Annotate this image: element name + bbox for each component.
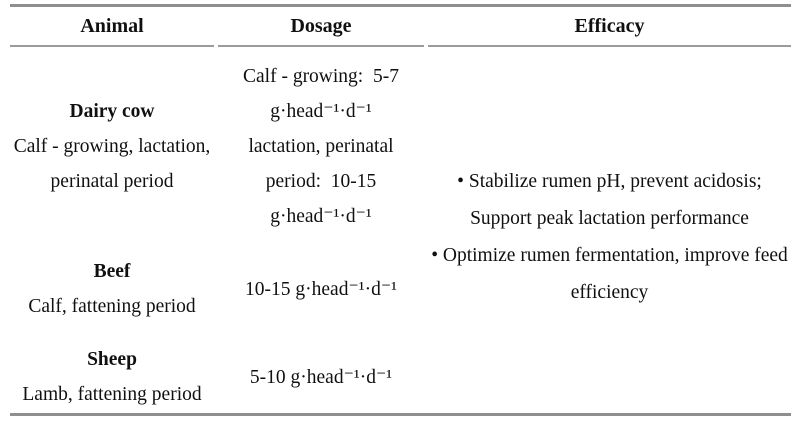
dosage-line: g·head⁻¹·d⁻¹ xyxy=(270,205,372,227)
dosage-line: Calf - growing: 5-7 xyxy=(243,65,399,87)
dosage-line: period: 10-15 xyxy=(265,170,377,192)
animal-detail-line: Lamb, fattening period xyxy=(22,384,202,405)
efficacy-wrap-line: Support peak lactation performance xyxy=(470,208,749,229)
dosage-line: 10-15 g·head⁻¹·d⁻¹ xyxy=(245,278,397,300)
animal-name: Beef xyxy=(93,261,131,282)
dosage-line: 5-10 g·head⁻¹·d⁻¹ xyxy=(249,366,393,388)
efficacy-bullet-line: • Optimize rumen fermentation, improve f… xyxy=(431,245,788,266)
dosage-efficacy-table: Animal Dosage Efficacy Dairy cow Calf - … xyxy=(10,4,791,416)
animal-cell-beef: Beef Calf, fattening period xyxy=(10,233,214,337)
animal-name: Dairy cow xyxy=(69,100,155,122)
dosage-cell-sheep: 5-10 g·head⁻¹·d⁻¹ xyxy=(218,337,424,413)
animal-detail-line: Calf - growing, lactation, xyxy=(13,135,211,157)
animal-name: Sheep xyxy=(87,349,137,370)
dosage-cell-dairy-cow: Calf - growing: 5-7 g·head⁻¹·d⁻¹ lactati… xyxy=(218,47,424,233)
dosage-line: lactation, perinatal xyxy=(248,135,394,157)
dosage-line: g·head⁻¹·d⁻¹ xyxy=(270,100,372,122)
table-bottom-rule xyxy=(10,413,791,416)
dosage-cell-beef: 10-15 g·head⁻¹·d⁻¹ xyxy=(218,233,424,337)
efficacy-bullet-line: • Stabilize rumen pH, prevent acidosis; xyxy=(457,171,762,192)
animal-detail-line: Calf, fattening period xyxy=(28,296,196,317)
animal-detail-line: perinatal period xyxy=(50,170,174,192)
efficacy-wrap-line: efficiency xyxy=(570,282,649,303)
column-header-dosage: Dosage xyxy=(218,7,424,47)
efficacy-cell: • Stabilize rumen pH, prevent acidosis; … xyxy=(428,47,791,413)
animal-cell-sheep: Sheep Lamb, fattening period xyxy=(10,337,214,413)
table-body: Dairy cow Calf - growing, lactation, per… xyxy=(10,47,791,413)
table-top-rule xyxy=(10,4,791,7)
animal-cell-dairy-cow: Dairy cow Calf - growing, lactation, per… xyxy=(10,47,214,233)
table-header-row: Animal Dosage Efficacy xyxy=(10,7,791,47)
column-header-animal: Animal xyxy=(10,7,214,47)
column-header-efficacy: Efficacy xyxy=(428,7,791,47)
